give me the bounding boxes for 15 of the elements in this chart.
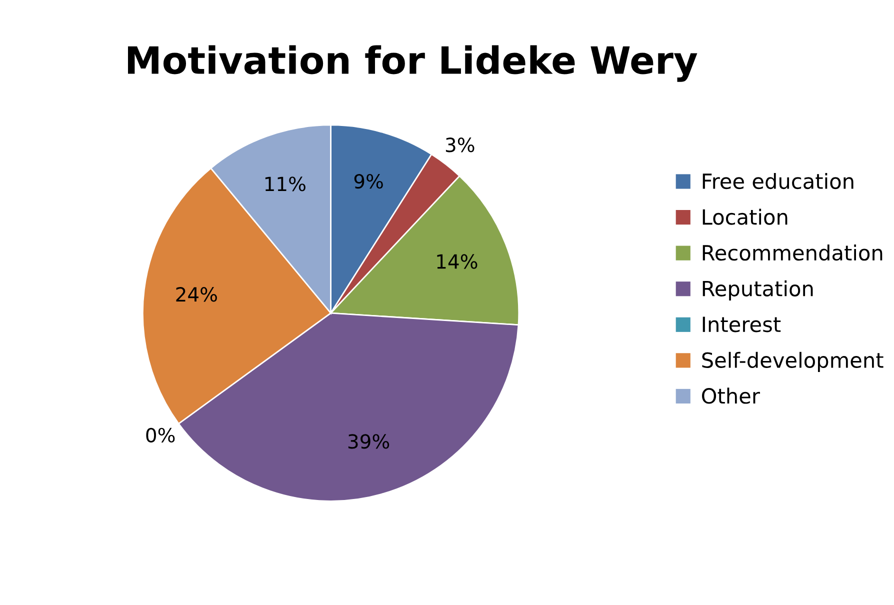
data-label: 11%: [265, 176, 306, 192]
data-label: 24%: [176, 287, 217, 302]
legend-label: Reputation: [702, 280, 813, 300]
text: 0%: [146, 428, 175, 443]
chart-title: Motivation for Lideke Wery: [128, 45, 698, 82]
legend-label: Location: [702, 208, 788, 225]
legend-label: Free education: [702, 172, 854, 190]
data-label: 3%: [446, 138, 474, 152]
data-label: 14%: [437, 254, 478, 269]
legend-label: Recommendation: [702, 244, 882, 261]
data-label: 39%: [348, 434, 390, 449]
legend-label: Interest: [702, 316, 781, 332]
legend-label: Self-development: [702, 352, 884, 372]
data-label: 9%: [354, 174, 383, 189]
legend-label: Other: [702, 388, 760, 404]
